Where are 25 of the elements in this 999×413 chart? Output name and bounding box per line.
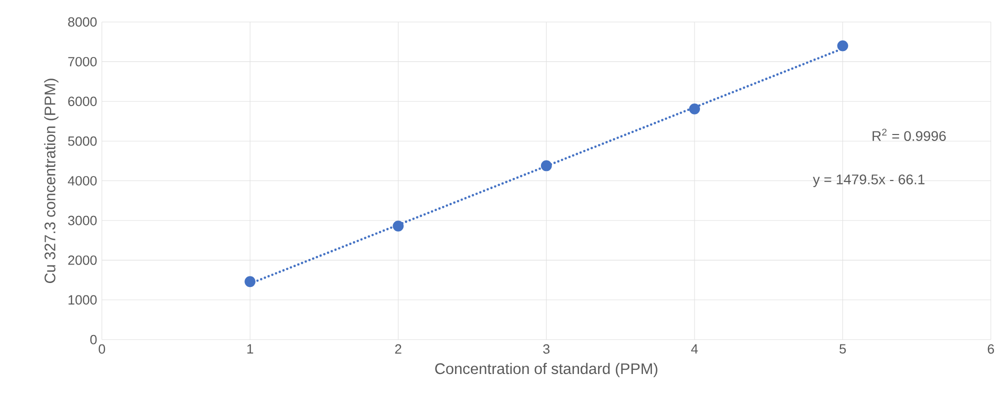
x-tick-label: 1 — [247, 344, 254, 354]
point — [689, 104, 700, 115]
y-axis-title: Cu 327.3 concentration (PPM) — [44, 79, 58, 284]
x-tick-label: 4 — [691, 344, 698, 354]
annotation: y = 1479.5x - 66.1 — [812, 174, 924, 188]
y-tick-label: 6000 — [68, 96, 97, 106]
point — [244, 276, 256, 288]
y-tick-label: 3000 — [68, 216, 97, 226]
point — [392, 220, 404, 232]
y-tick-label: 8000 — [68, 18, 97, 27]
y-tick-label: 1000 — [68, 295, 97, 305]
x-tick-label: 5 — [840, 344, 846, 354]
x-tick-label: 2 — [395, 344, 402, 354]
point — [540, 160, 552, 172]
annotation: R$^{2}$ = 0.9996 — [872, 128, 946, 142]
x-tick-label: 0 — [98, 344, 106, 354]
y-tick-label: 4000 — [68, 176, 97, 186]
x-tick-label: 6 — [988, 344, 994, 354]
point — [837, 40, 848, 52]
y-tick-label: 7000 — [68, 57, 97, 67]
x-axis-title: Concentration of standard (PPM) — [435, 363, 658, 378]
y-tick-label: 2000 — [68, 256, 97, 266]
y-tick-label: 0 — [90, 335, 97, 345]
x-tick-label: 3 — [543, 344, 550, 354]
y-tick-label: 5000 — [68, 136, 97, 146]
